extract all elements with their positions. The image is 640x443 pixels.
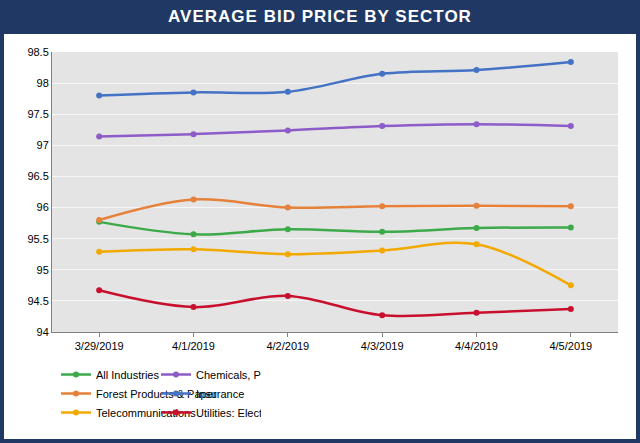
svg-text:All Industries: All Industries — [96, 369, 159, 381]
svg-text:Chemicals, Plastics & Rubber: Chemicals, Plastics & Rubber — [196, 369, 261, 381]
svg-text:97: 97 — [37, 139, 49, 151]
svg-text:4/1/2019: 4/1/2019 — [172, 340, 215, 352]
svg-text:Forest Products & Paper: Forest Products & Paper — [96, 387, 217, 400]
svg-text:3/29/2019: 3/29/2019 — [75, 340, 124, 352]
svg-text:4/5/2019: 4/5/2019 — [549, 340, 592, 352]
svg-text:94.5: 94.5 — [27, 295, 48, 307]
svg-text:94: 94 — [37, 326, 49, 338]
svg-text:95.5: 95.5 — [27, 233, 48, 245]
svg-text:4/3/2019: 4/3/2019 — [361, 340, 404, 352]
svg-text:Insurance: Insurance — [196, 388, 244, 400]
svg-text:96.5: 96.5 — [27, 170, 48, 182]
html-text:AVERAGE BID PRICE BY SECTOR: AVERAGE BID PRICE BY SECTOR — [168, 7, 472, 26]
svg-text:Utilities: Electric: Utilities: Electric — [196, 407, 261, 419]
svg-text:97.5: 97.5 — [27, 108, 48, 120]
svg-text:98: 98 — [37, 77, 49, 89]
svg-text:Telecommunications: Telecommunications — [96, 407, 196, 419]
svg-text:4/2/2019: 4/2/2019 — [266, 340, 309, 352]
svg-text:95: 95 — [37, 264, 49, 276]
svg-text:98.5: 98.5 — [27, 46, 48, 58]
svg-text:4/4/2019: 4/4/2019 — [455, 340, 498, 352]
svg-text:96: 96 — [37, 201, 49, 213]
